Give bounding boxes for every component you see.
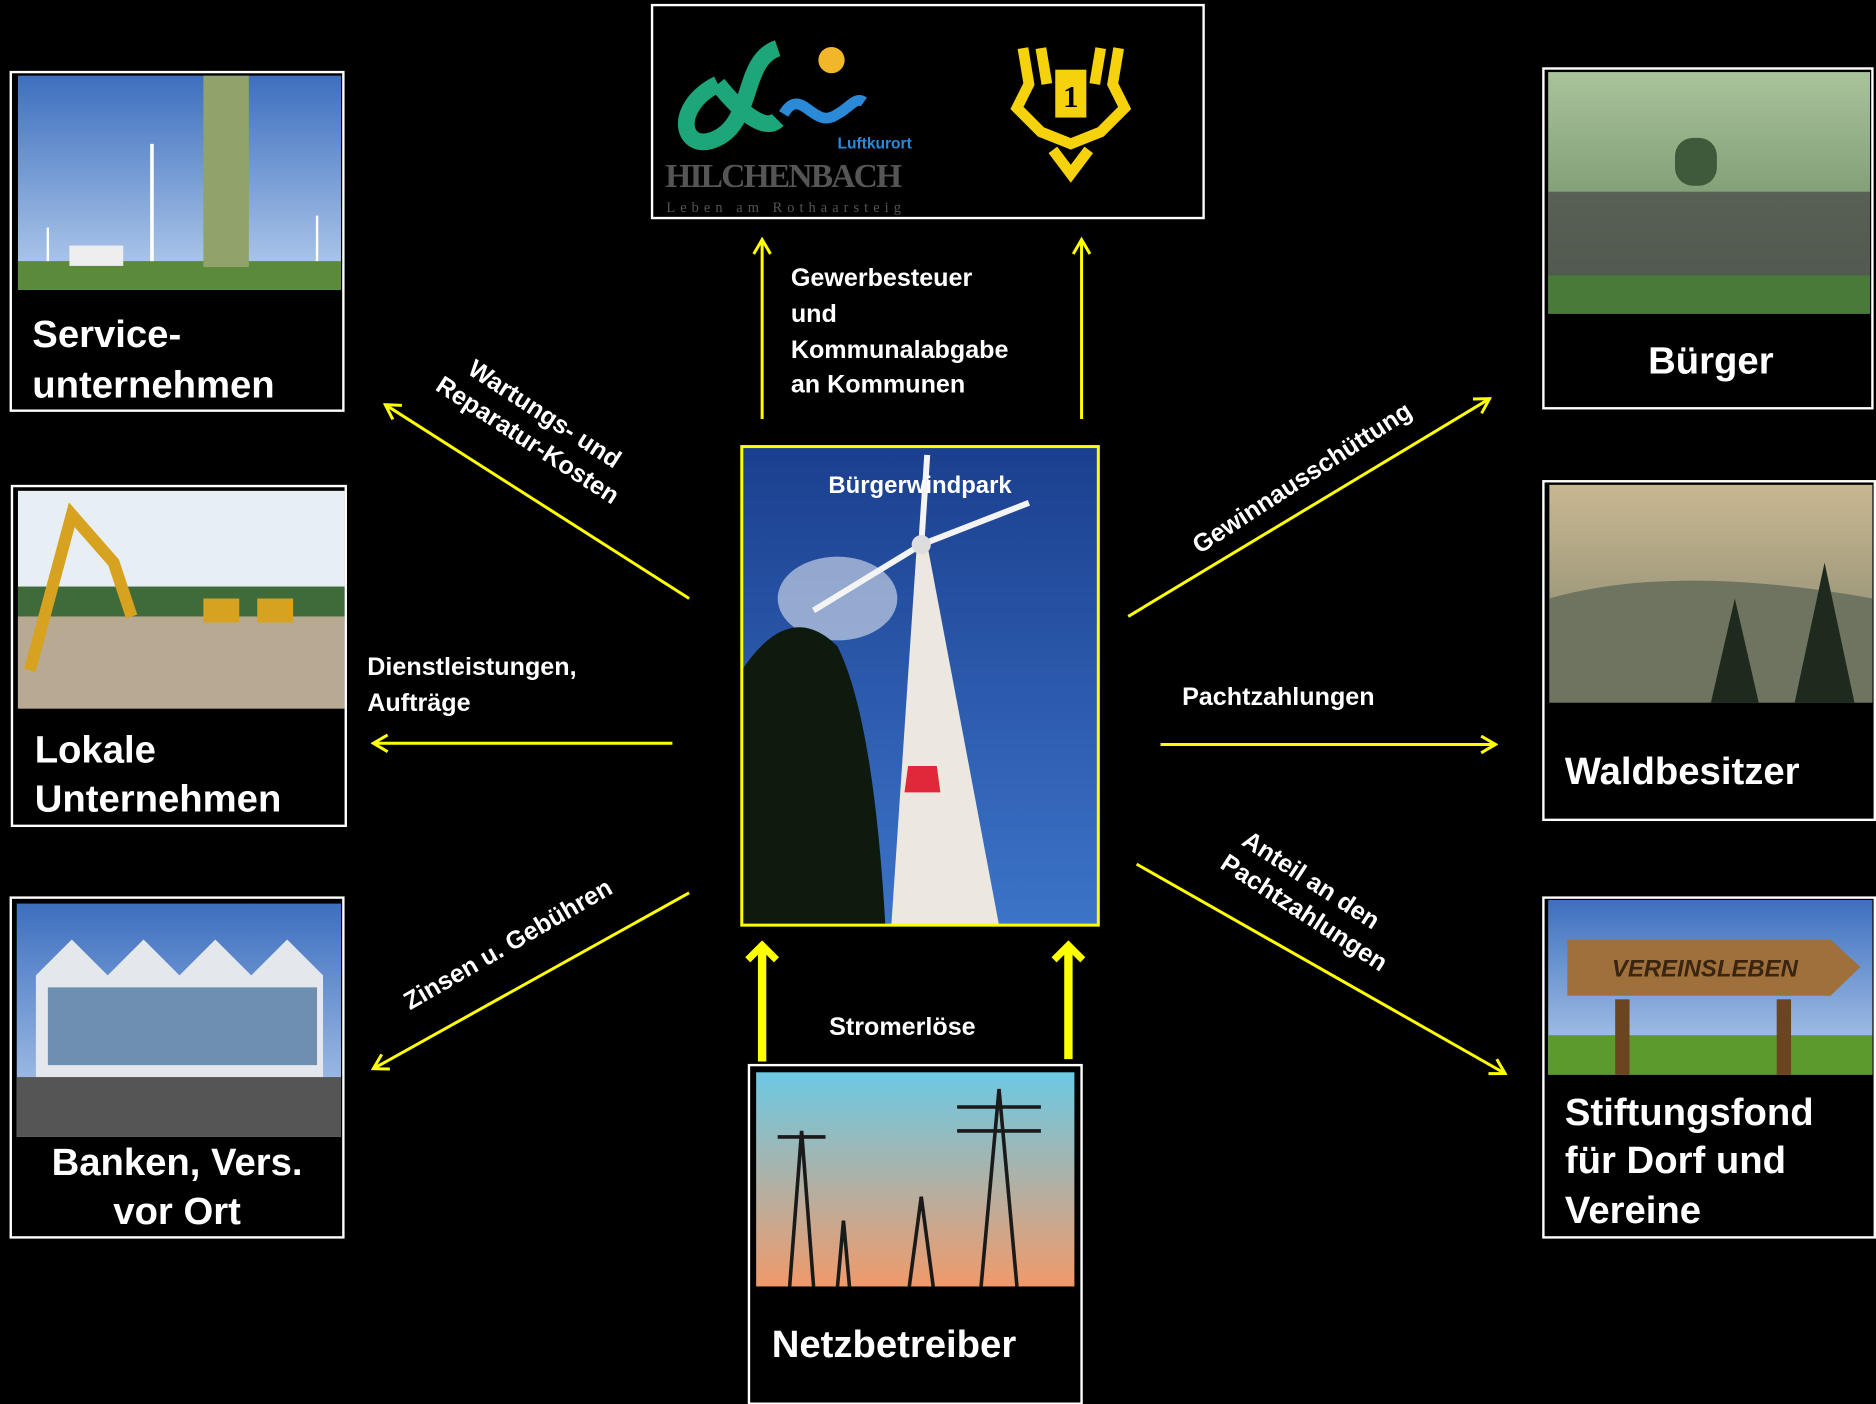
diagram: Luftkurort HILCHENBACH Leben am Rothaars… [0, 0, 1876, 1404]
body: Luftkurort HILCHENBACH Leben am Rothaars… [0, 0, 1876, 1404]
node-label: vor Ort [113, 1190, 241, 1233]
edge-label: an Kommunen [791, 371, 965, 399]
logo-brand: Luftkurort [838, 136, 912, 153]
sign-text: VEREINSLEBEN [1612, 956, 1799, 983]
node-wald: Waldbesitzer [1543, 481, 1874, 820]
node-label: Bürger [1648, 340, 1774, 383]
crest-text: 1 [1063, 79, 1079, 114]
logo-slogan: Leben am Rothaarsteig [666, 200, 901, 216]
node-label: Waldbesitzer [1565, 750, 1800, 793]
logo-box: Luftkurort HILCHENBACH Leben am Rothaars… [652, 5, 1204, 218]
edge-label: Kommunalabgabe [791, 336, 1009, 364]
node-buerger: Bürger [1543, 68, 1872, 408]
node-netz: Netzbetreiber [749, 1065, 1082, 1404]
edge-label: Aufträge [367, 689, 470, 717]
center-title: Bürgerwindpark [828, 472, 1012, 499]
node-service: Service- unternehmen [11, 72, 344, 411]
node-label: Service- [32, 313, 181, 356]
node-label: Unternehmen [35, 777, 282, 820]
node-banken: Banken, Vers. vor Ort [11, 898, 344, 1238]
node-label: Vereine [1565, 1189, 1701, 1232]
node-lokale: Lokale Unternehmen [12, 486, 346, 826]
edge-label: Gewerbesteuer [791, 264, 973, 292]
node-label: Lokale [35, 728, 156, 771]
node-label: Stiftungsfond [1565, 1091, 1814, 1134]
node-label: Netzbetreiber [772, 1323, 1017, 1366]
edge-label: Gewinnausschüttung [1187, 397, 1416, 560]
node-label: für Dorf und [1565, 1139, 1786, 1182]
edge-label: Dienstleistungen, [367, 653, 576, 681]
edge-label: Pachtzahlungen [1182, 683, 1375, 711]
edge-label: und [791, 300, 837, 328]
node-label: Banken, Vers. [52, 1141, 303, 1184]
logo-town: HILCHENBACH [665, 158, 902, 195]
node-label: unternehmen [32, 364, 274, 407]
node-stiftung: VEREINSLEBEN Stiftungsfond für Dorf und … [1543, 898, 1874, 1238]
center-node: Bürgerwindpark [742, 447, 1099, 926]
page: Bürgerwindpark {"center":{"title":"Bürge… [0, 0, 1876, 1404]
edge-label: Stromerlöse [829, 1013, 976, 1041]
